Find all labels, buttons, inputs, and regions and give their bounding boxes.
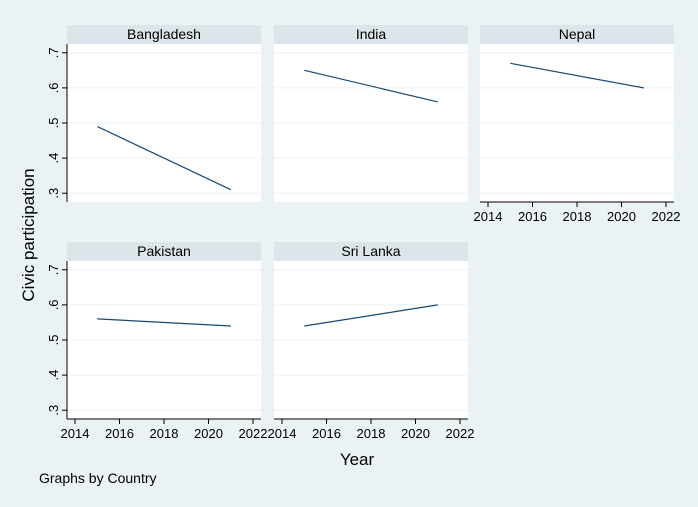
panel-nepal: Nepal 2014 2016 2018 2020 2022 <box>474 25 681 224</box>
x-tick-label: 2022 <box>239 426 268 441</box>
x-tick-label: 2016 <box>518 209 547 224</box>
series-line <box>97 125 232 191</box>
series-line <box>304 69 438 103</box>
x-tick-label: 2016 <box>105 426 134 441</box>
panel-title: Nepal <box>559 26 596 42</box>
x-tick-label: 2014 <box>61 426 90 441</box>
series-line <box>304 304 438 327</box>
x-tick-label: 2020 <box>194 426 223 441</box>
panel-pakistan: Pakistan .3 .4 .5 .6 .7 2014 2016 2018 2020 2022 <box>46 242 267 441</box>
y-tick-label: .3 <box>46 188 61 199</box>
graphs-by-note: Graphs by Country <box>39 470 157 486</box>
y-tick-label: .4 <box>46 153 61 164</box>
x-tick-label: 2018 <box>357 426 386 441</box>
panel-strip <box>274 25 468 44</box>
y-tick-label: .5 <box>46 335 61 346</box>
x-axis-label: Year <box>340 450 375 469</box>
y-axis-label: Civic participation <box>19 168 38 301</box>
panel-india: India <box>274 25 468 202</box>
series-line <box>97 318 231 327</box>
y-tick-label: .6 <box>46 299 61 310</box>
x-tick-label: 2022 <box>446 426 475 441</box>
panel-strip <box>67 242 261 261</box>
x-tick-label: 2020 <box>401 426 430 441</box>
x-tick-label: 2016 <box>312 426 341 441</box>
x-tick-label: 2020 <box>607 209 636 224</box>
y-tick-label: .6 <box>46 82 61 93</box>
panel-strip <box>67 25 261 44</box>
panel-strip <box>274 242 468 261</box>
y-tick-label: .5 <box>46 118 61 129</box>
panel-title: Sri Lanka <box>341 243 400 259</box>
y-tick-label: .4 <box>46 370 61 381</box>
y-tick-label: .7 <box>46 264 61 275</box>
y-tick-label: .7 <box>46 47 61 58</box>
series-line <box>510 62 644 89</box>
x-tick-label: 2014 <box>268 426 297 441</box>
panel-bangladesh: Bangladesh .3 .4 .5 .6 .7 <box>46 25 261 202</box>
x-tick-label: 2022 <box>652 209 681 224</box>
panel-title: Pakistan <box>137 243 191 259</box>
y-tick-label: .3 <box>46 405 61 416</box>
panel-title: Bangladesh <box>127 26 201 42</box>
x-tick-label: 2018 <box>150 426 179 441</box>
x-tick-label: 2014 <box>474 209 503 224</box>
panel-title: India <box>356 26 387 42</box>
panel-sri-lanka: Sri Lanka 2014 2016 2018 2020 2022 <box>268 242 475 441</box>
x-tick-label: 2018 <box>563 209 592 224</box>
panel-strip <box>480 25 674 44</box>
